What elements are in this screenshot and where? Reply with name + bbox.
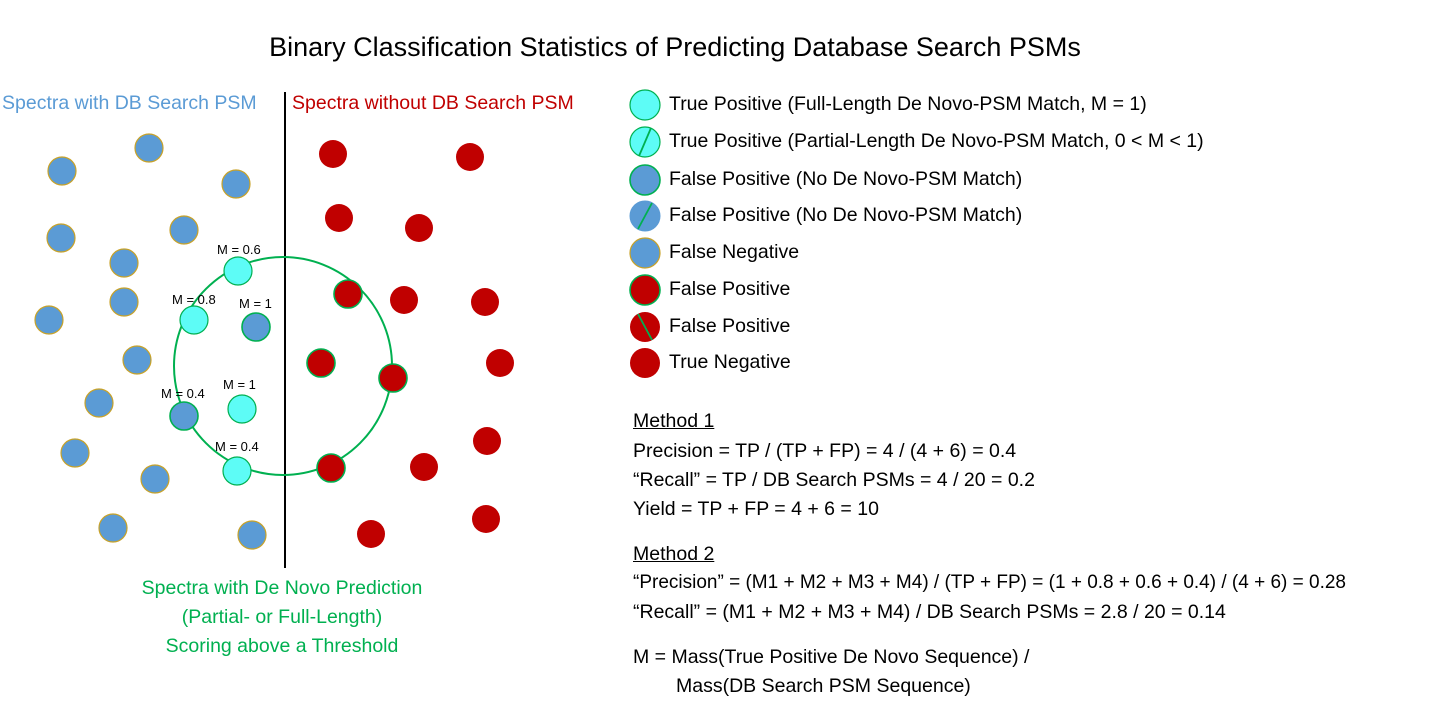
false-negative-point [109, 248, 139, 278]
legend-label: True Positive (Partial-Length De Novo-PS… [669, 130, 1204, 152]
false-negative-point [122, 345, 152, 375]
true-positive-point [227, 394, 257, 424]
true-negative-points [319, 140, 514, 548]
m-definition-line2: Mass(DB Search PSM Sequence) [676, 675, 971, 697]
method1-recall: “Recall” = TP / DB Search PSMs = 4 / 20 … [633, 469, 1035, 491]
method2-recall: “Recall” = (M1 + M2 + M3 + M4) / DB Sear… [633, 601, 1226, 623]
point-label: M = 0.6 [217, 242, 261, 257]
legend-marker-false-positive-red-ring [629, 274, 661, 306]
false-negative-point [98, 513, 128, 543]
false-negative-point [84, 388, 114, 418]
false-negative-point [60, 438, 90, 468]
method1-precision: Precision = TP / (TP + FP) = 4 / (4 + 6)… [633, 440, 1017, 462]
false-negative-point [169, 215, 199, 245]
method1-yield: Yield = TP + FP = 4 + 6 = 10 [633, 498, 879, 520]
false-positive-red-point [333, 279, 363, 309]
legend-marker-slash [637, 202, 653, 230]
true-negative-point [471, 288, 499, 316]
true-negative-point [486, 349, 514, 377]
point-label: M = 0.8 [172, 292, 216, 307]
legend-label: False Positive [669, 278, 791, 300]
false-positive-red-points [306, 279, 408, 483]
left-region-heading: Spectra with DB Search PSM [2, 92, 257, 114]
false-positive-red-point [316, 453, 346, 483]
false-positive-red-point [306, 348, 336, 378]
true-negative-point [472, 505, 500, 533]
legend-label: False Positive (No De Novo-PSM Match) [669, 204, 1023, 226]
legend-label: False Positive [669, 315, 791, 337]
false-positive-blue-points [169, 312, 271, 431]
method2-heading: Method 2 [633, 543, 715, 565]
false-negative-point [46, 223, 76, 253]
true-positive-points [179, 256, 257, 486]
legend-label: True Positive (Full-Length De Novo-PSM M… [669, 93, 1147, 115]
legend-marker-false-positive-blue-ring [629, 164, 661, 196]
true-negative-point [405, 214, 433, 242]
legend-markers [629, 89, 661, 378]
legend-marker-slash [637, 313, 653, 341]
legend-marker-true-negative [630, 348, 660, 378]
false-negative-point [140, 464, 170, 494]
false-positive-blue-point [169, 401, 199, 431]
threshold-caption-line: Spectra with De Novo Prediction [141, 577, 423, 599]
true-negative-point [319, 140, 347, 168]
page-title: Binary Classification Statistics of Pred… [269, 32, 1081, 62]
right-region-heading: Spectra without DB Search PSM [292, 92, 574, 114]
point-label: M = 1 [223, 377, 256, 392]
threshold-caption-line: Scoring above a Threshold [165, 635, 399, 657]
point-label: M = 0.4 [161, 386, 205, 401]
legend-label: False Negative [669, 241, 800, 263]
legend-marker-true-positive-full [629, 89, 661, 121]
false-negative-point [237, 520, 267, 550]
true-negative-point [357, 520, 385, 548]
true-negative-point [456, 143, 484, 171]
threshold-caption-line: (Partial- or Full-Length) [181, 606, 383, 628]
false-negative-point [134, 133, 164, 163]
false-negative-point [34, 305, 64, 335]
method1-heading: Method 1 [633, 410, 715, 432]
threshold-caption: Spectra with De Novo Prediction (Partial… [90, 574, 474, 661]
false-negative-points [34, 133, 267, 550]
true-positive-point [223, 256, 253, 286]
true-positive-point [179, 305, 209, 335]
true-negative-point [410, 453, 438, 481]
m-definition-line1: M = Mass(True Positive De Novo Sequence)… [633, 646, 1030, 668]
true-negative-point [325, 204, 353, 232]
legend-marker-slash [638, 127, 652, 157]
false-positive-red-point [378, 363, 408, 393]
false-negative-point [47, 156, 77, 186]
true-negative-point [473, 427, 501, 455]
legend-marker-false-negative [629, 237, 661, 269]
point-label: M = 0.4 [215, 439, 259, 454]
method2-precision: “Precision” = (M1 + M2 + M3 + M4) / (TP … [633, 572, 1346, 593]
legend-label: False Positive (No De Novo-PSM Match) [669, 168, 1023, 190]
legend-label: True Negative [669, 351, 791, 373]
point-label: M = 1 [239, 296, 272, 311]
false-negative-point [109, 287, 139, 317]
true-positive-point [222, 456, 252, 486]
false-negative-point [221, 169, 251, 199]
true-negative-point [390, 286, 418, 314]
false-positive-blue-point [241, 312, 271, 342]
